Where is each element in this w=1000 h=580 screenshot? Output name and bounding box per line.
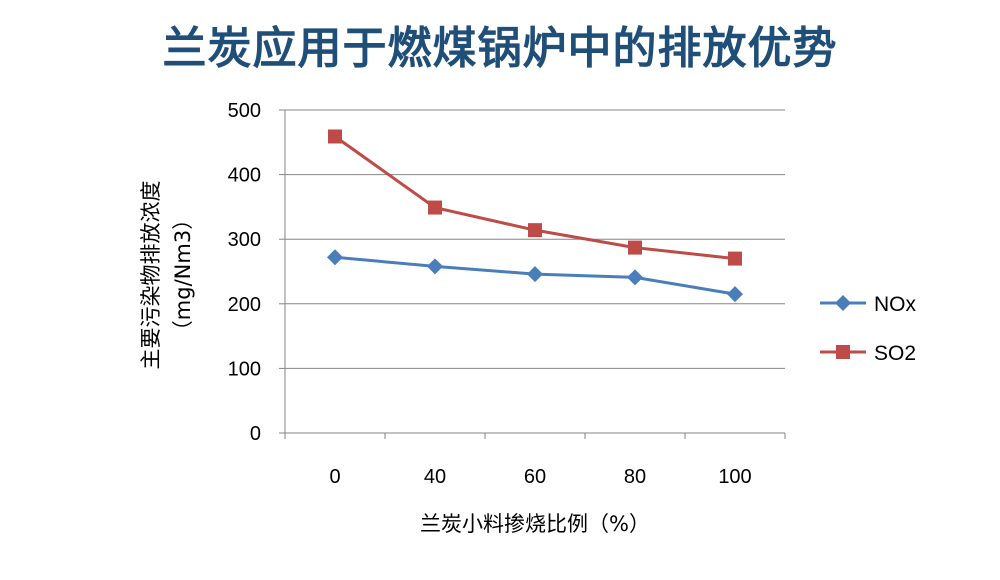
data-point-so2 [428, 200, 442, 215]
data-point-nox [427, 258, 443, 275]
y-axis-unit-label: （mg/Nm3） [171, 209, 195, 341]
data-point-so2 [328, 129, 342, 144]
data-point-nox [527, 266, 543, 283]
y-tick-label: 300 [228, 229, 261, 251]
series-so2 [328, 129, 742, 266]
y-tick-label: 400 [228, 165, 261, 187]
slide-title: 兰炭应用于燃煤锅炉中的排放优势 [162, 23, 838, 74]
y-tick-label: 0 [250, 423, 261, 445]
legend-marker [836, 345, 850, 359]
series-line-so2 [334, 135, 736, 261]
x-axis-label: 兰炭小料掺烧比例（%） [420, 512, 650, 536]
axes [279, 109, 786, 439]
series-group [327, 129, 743, 303]
legend-label: SO2 [874, 342, 916, 365]
legend-label: NOx [874, 293, 917, 316]
y-tick-label: 100 [228, 358, 261, 380]
x-tick-label: 40 [424, 466, 446, 488]
data-point-nox [327, 249, 343, 266]
y-tick-label: 200 [228, 294, 261, 316]
x-tick-label: 80 [624, 466, 646, 488]
legend: NOx SO2 [820, 293, 917, 365]
data-point-so2 [728, 251, 742, 266]
series-nox [327, 249, 743, 303]
y-tick-labels: 0 100 200 300 400 500 [228, 100, 261, 445]
y-axis-label: 主要污染物排放浓度 [139, 181, 163, 370]
data-point-nox [727, 286, 743, 303]
legend-marker [835, 295, 851, 311]
x-tick-labels: 0 40 60 80 100 [329, 466, 751, 488]
y-tick-label: 500 [228, 100, 261, 122]
legend-item-so2: SO2 [820, 342, 916, 365]
x-tick-label: 60 [524, 466, 546, 488]
x-tick-label: 0 [329, 466, 340, 488]
data-point-so2 [628, 240, 642, 255]
data-point-nox [627, 269, 643, 286]
legend-item-nox: NOx [820, 293, 917, 316]
data-point-so2 [528, 223, 542, 238]
gridlines [285, 109, 785, 369]
x-tick-label: 100 [718, 466, 751, 488]
